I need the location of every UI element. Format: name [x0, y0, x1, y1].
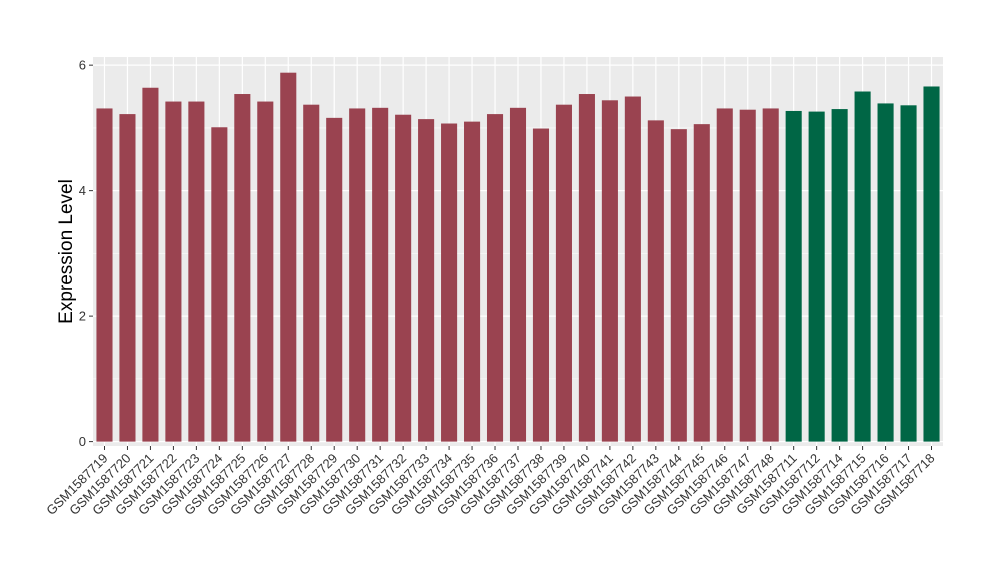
- bar-GSM1587714: [831, 109, 848, 442]
- bar-GSM1587747: [739, 109, 756, 442]
- bar-GSM1587731: [372, 107, 389, 442]
- bar-GSM1587734: [441, 123, 458, 442]
- bar-GSM1587724: [211, 127, 228, 442]
- bar-GSM1587745: [693, 124, 710, 442]
- bar-GSM1587746: [716, 108, 733, 442]
- bar-GSM1587728: [303, 104, 320, 442]
- bar-GSM1587720: [119, 114, 136, 442]
- bar-GSM1587716: [877, 103, 894, 442]
- bar-GSM1587719: [96, 108, 113, 442]
- bar-GSM1587717: [900, 105, 917, 442]
- bar-GSM1587712: [808, 111, 825, 442]
- bars: [96, 72, 940, 442]
- bar-GSM1587721: [142, 87, 159, 442]
- x-axis: GSM1587719GSM1587720GSM1587721GSM1587722…: [43, 446, 938, 518]
- y-tick-label: 2: [79, 309, 86, 324]
- bar-GSM1587729: [326, 117, 343, 442]
- bar-GSM1587733: [418, 119, 435, 442]
- bar-GSM1587748: [762, 108, 779, 442]
- bar-GSM1587715: [854, 91, 871, 442]
- bar-GSM1587726: [257, 101, 274, 442]
- bar-GSM1587736: [486, 114, 504, 442]
- bar-GSM1587739: [555, 104, 572, 442]
- bar-GSM1587740: [578, 94, 595, 442]
- bar-GSM1587742: [624, 96, 641, 442]
- y-tick-label: 4: [79, 183, 86, 198]
- bar-GSM1587738: [532, 128, 550, 442]
- bar-GSM1587744: [670, 129, 687, 442]
- bar-GSM1587732: [395, 114, 412, 442]
- bar-GSM1587730: [349, 108, 366, 442]
- bar-GSM1587725: [234, 94, 251, 442]
- bar-GSM1587718: [923, 86, 940, 442]
- bar-GSM1587723: [188, 101, 205, 442]
- bar-GSM1587711: [785, 110, 802, 442]
- bar-GSM1587722: [165, 101, 182, 442]
- bar-GSM1587727: [280, 72, 297, 442]
- y-tick-label: 6: [79, 58, 86, 73]
- y-axis: 0 2 4 6: [79, 58, 93, 449]
- bar-GSM1587735: [464, 121, 481, 442]
- bar-GSM1587743: [647, 120, 664, 442]
- bar-GSM1587741: [601, 100, 618, 442]
- y-tick-label: 0: [79, 434, 86, 449]
- bar-GSM1587737: [509, 107, 527, 442]
- y-axis-title: Expression Level: [56, 179, 77, 324]
